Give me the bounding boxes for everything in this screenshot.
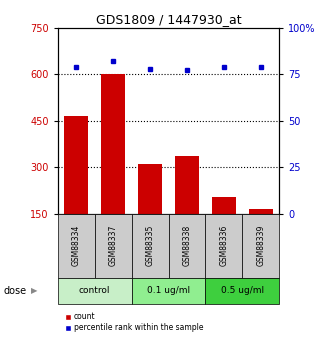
Bar xyxy=(205,214,242,278)
Bar xyxy=(132,278,205,304)
Bar xyxy=(175,156,199,214)
Bar xyxy=(58,278,132,304)
Text: control: control xyxy=(79,286,110,295)
Bar xyxy=(132,214,169,278)
Text: GSM88337: GSM88337 xyxy=(108,225,118,266)
Text: GSM88334: GSM88334 xyxy=(72,225,81,266)
Bar xyxy=(64,116,88,214)
Text: GSM88338: GSM88338 xyxy=(182,225,192,266)
Text: GSM88339: GSM88339 xyxy=(256,225,265,266)
Bar xyxy=(101,74,125,214)
Bar xyxy=(95,214,132,278)
Bar xyxy=(249,209,273,214)
Bar xyxy=(58,214,95,278)
Text: GSM88336: GSM88336 xyxy=(219,225,229,266)
Text: GSM88335: GSM88335 xyxy=(145,225,155,266)
Text: ▶: ▶ xyxy=(30,286,37,295)
Bar xyxy=(242,214,279,278)
Text: 0.1 ug/ml: 0.1 ug/ml xyxy=(147,286,190,295)
Bar xyxy=(212,197,236,214)
Title: GDS1809 / 1447930_at: GDS1809 / 1447930_at xyxy=(96,13,241,27)
Text: 0.5 ug/ml: 0.5 ug/ml xyxy=(221,286,264,295)
Bar xyxy=(138,164,162,214)
Bar xyxy=(205,278,279,304)
Legend: count, percentile rank within the sample: count, percentile rank within the sample xyxy=(62,309,206,336)
Text: dose: dose xyxy=(3,286,26,296)
Bar xyxy=(169,214,205,278)
